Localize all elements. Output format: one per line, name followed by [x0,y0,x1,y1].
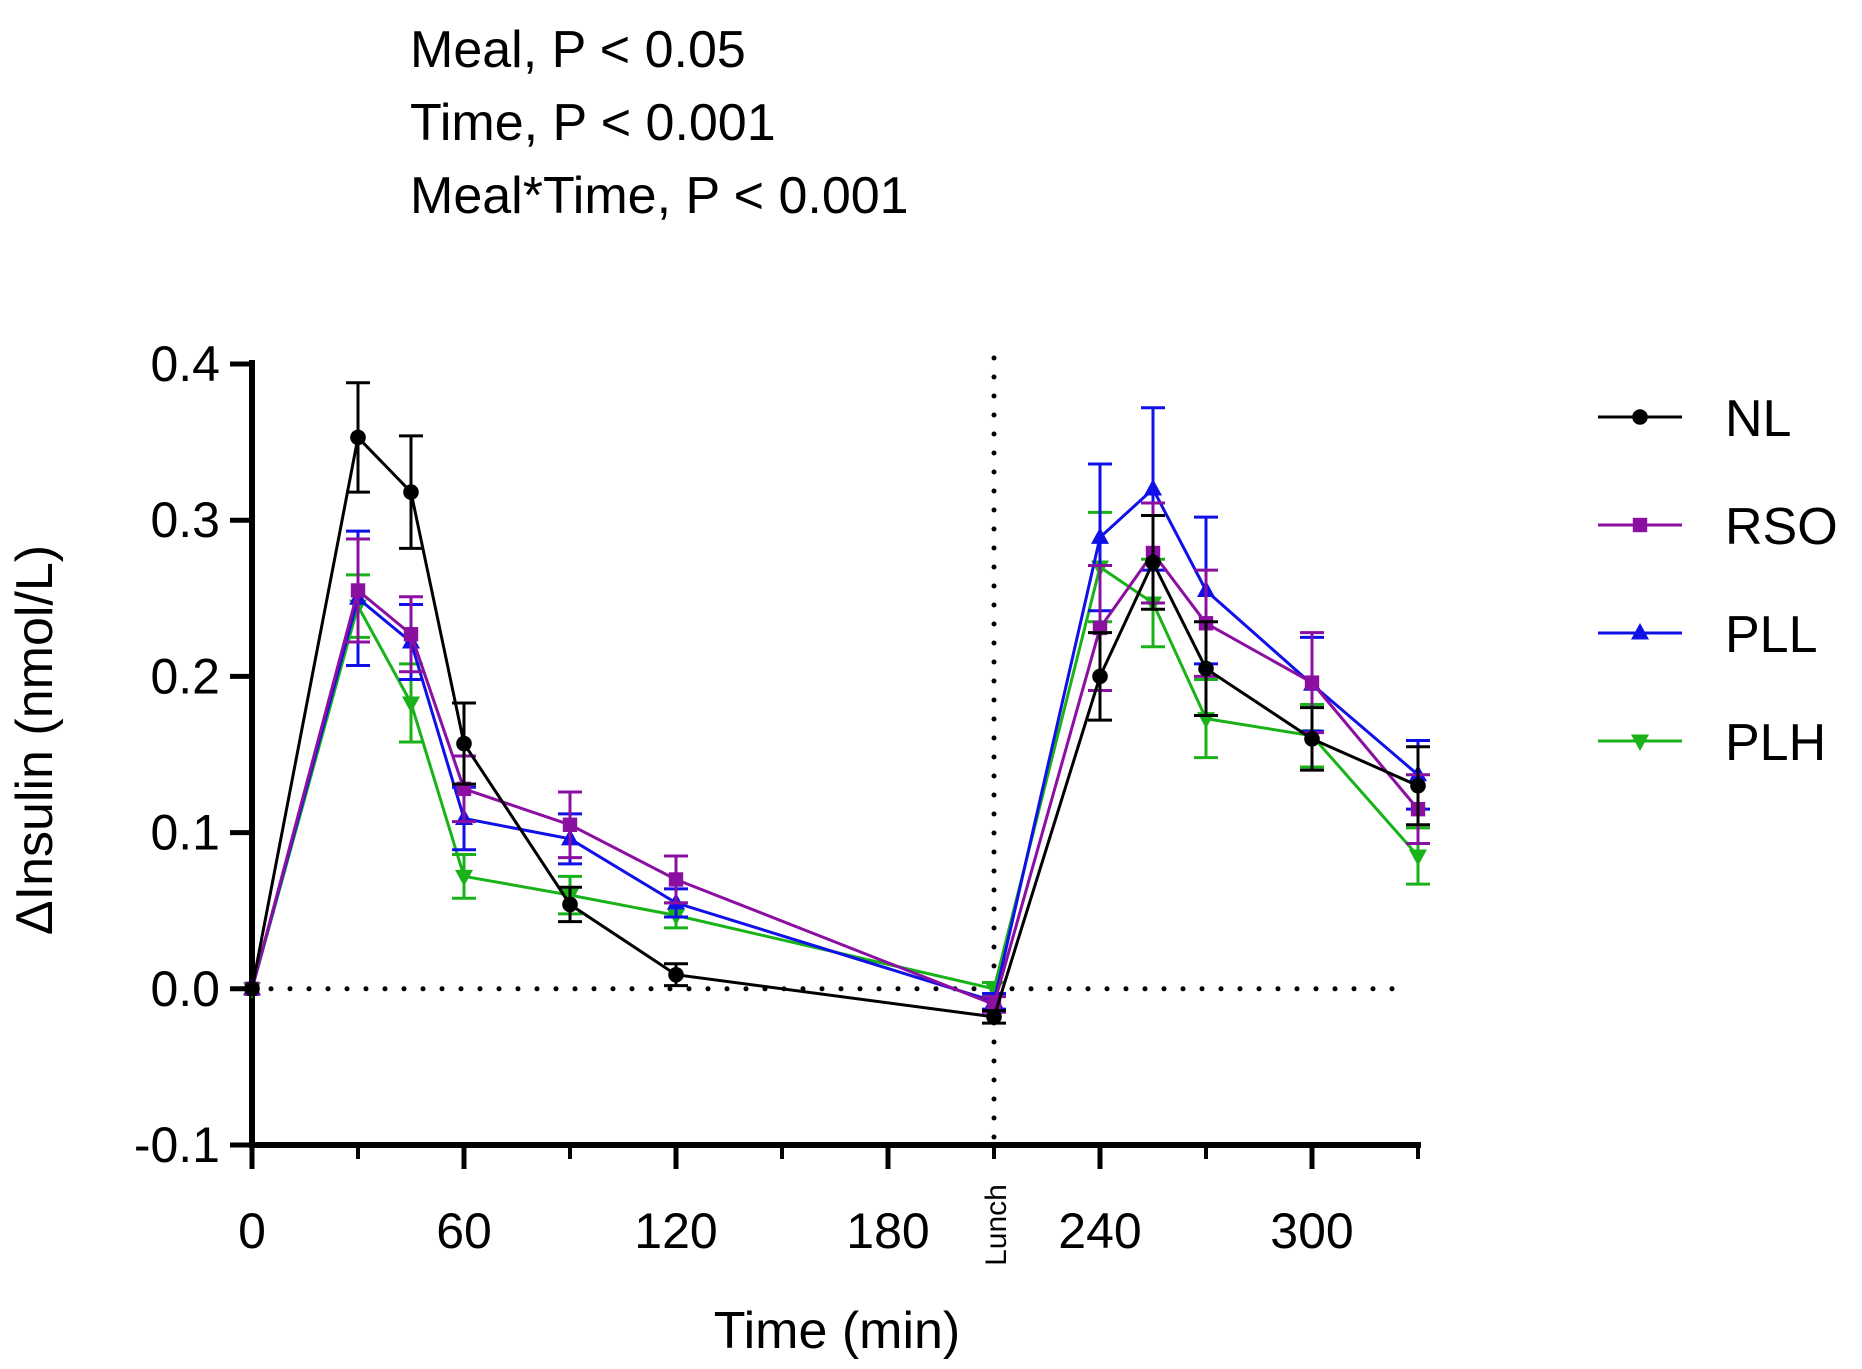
series-line [250,564,1420,991]
legend-marker [1632,409,1648,425]
stat-time: Time, P < 0.001 [410,94,776,152]
data-point [1409,849,1427,867]
y-axis-title: ΔInsulin (nmol/L) [6,545,64,935]
x-axis-title: Time (min) [714,1302,961,1360]
data-point [402,696,420,713]
data-point [1410,777,1426,794]
legend-item-rso: RSO [1598,498,1838,556]
data-point [1304,731,1320,747]
axes: -0.1 0.0 0.1 0.2 0.3 0.4 0 60 120 180 240 300 [134,336,1421,1259]
data-point [1145,554,1161,571]
series-layer [243,381,1430,1025]
x-tick-label: 180 [846,1203,929,1259]
data-point [456,735,472,752]
series-line [250,486,1419,1004]
legend-item-plh: PLH [1598,714,1826,772]
x-tick-label: 120 [634,1203,717,1259]
y-tick-label: 0.4 [150,336,220,392]
legend: NL RSO PLL PLH [1598,390,1838,772]
legend-marker [1631,623,1649,640]
data-point [668,966,684,983]
data-point [562,817,578,832]
data-point [350,429,366,446]
data-point [244,981,260,997]
data-point [1304,675,1320,690]
series-rso [244,501,1430,1014]
series-line [250,550,1420,1007]
data-point [1091,527,1109,544]
legend-marker [1631,734,1649,751]
y-tick-label: 0.1 [150,805,220,861]
data-point [455,869,473,887]
data-point [562,896,578,913]
y-tick-label: 0.0 [150,961,220,1017]
x-tick-label: 300 [1270,1203,1353,1259]
legend-item-nl: NL [1598,390,1791,448]
legend-label: RSO [1725,498,1838,556]
x-tick-label: 60 [436,1203,492,1259]
data-point [350,583,366,598]
y-tick-label: -0.1 [134,1117,220,1173]
series-plh [243,510,1430,999]
x-tick-label: 240 [1058,1203,1141,1259]
y-tick-label: 0.2 [150,648,220,704]
lunch-label: Lunch [980,1184,1013,1266]
data-point [1198,660,1214,677]
series-pll [243,406,1430,1011]
series-nl [244,381,1430,1025]
legend-label: PLL [1725,606,1818,664]
data-point [1092,668,1108,685]
stats-annotation: Meal, P < 0.05 Time, P < 0.001 Meal*Time… [410,21,909,225]
data-point [403,627,419,642]
y-tick-label: 0.3 [150,492,220,548]
reference-lines: Lunch [249,355,1408,1266]
data-point [403,484,419,500]
stat-meal-time: Meal*Time, P < 0.001 [410,167,909,225]
data-point [1144,478,1162,496]
stat-meal: Meal, P < 0.05 [410,21,746,79]
legend-marker [1632,517,1648,533]
data-point [986,1009,1002,1025]
x-tick-label: 0 [238,1203,266,1259]
data-point [668,872,684,887]
legend-label: PLH [1725,714,1826,772]
legend-label: NL [1725,390,1791,448]
legend-item-pll: PLL [1598,606,1818,664]
series-line [250,434,1419,1019]
